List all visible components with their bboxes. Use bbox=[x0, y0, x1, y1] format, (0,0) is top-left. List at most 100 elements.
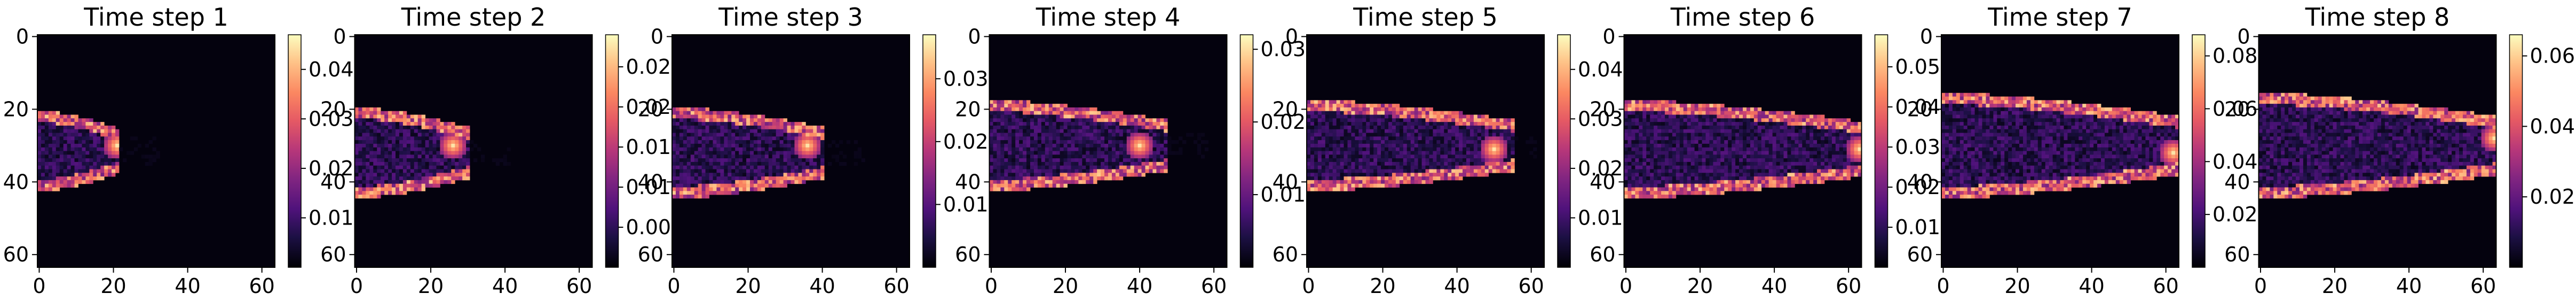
heatmap-cell bbox=[74, 183, 78, 188]
heatmap-cell bbox=[1440, 173, 1444, 177]
heatmap-cell bbox=[764, 165, 769, 169]
heatmap-cell bbox=[1008, 122, 1012, 126]
heatmap-cell bbox=[817, 140, 821, 144]
heatmap-cell bbox=[108, 161, 112, 166]
heatmap-cell bbox=[477, 147, 481, 151]
y-tick-label: 40 bbox=[320, 170, 346, 194]
heatmap-cell bbox=[1137, 147, 1142, 151]
heatmap-cell bbox=[115, 143, 120, 148]
heatmap-cell bbox=[1149, 122, 1153, 126]
heatmap-cell bbox=[683, 155, 688, 159]
heatmap-cell bbox=[444, 165, 448, 169]
heatmap-cell bbox=[1377, 155, 1381, 159]
heatmap-cell bbox=[1436, 147, 1441, 151]
heatmap-cell bbox=[989, 100, 993, 104]
heatmap-cell bbox=[1484, 155, 1489, 159]
heatmap-cell bbox=[1768, 111, 1773, 115]
heatmap-cell bbox=[1705, 136, 1710, 141]
heatmap-cell bbox=[67, 125, 71, 130]
heatmap-cell bbox=[1317, 173, 1322, 177]
heatmap-cell bbox=[1152, 140, 1157, 144]
heatmap-cell bbox=[97, 161, 101, 166]
heatmap-cell bbox=[679, 161, 684, 166]
heatmap-cell bbox=[1082, 143, 1086, 148]
heatmap-cell bbox=[1488, 133, 1493, 137]
heatmap-cell bbox=[384, 143, 389, 148]
heatmap-cell bbox=[1381, 140, 1385, 144]
heatmap-cell bbox=[1395, 169, 1400, 173]
heatmap-cell bbox=[1676, 114, 1680, 119]
heatmap-cell bbox=[41, 158, 45, 163]
heatmap-cell bbox=[82, 151, 86, 155]
heatmap-cell bbox=[1366, 155, 1370, 159]
heatmap-cell bbox=[989, 183, 993, 188]
heatmap-cell bbox=[1325, 165, 1330, 169]
heatmap-cell bbox=[97, 125, 101, 130]
heatmap-cell bbox=[757, 133, 762, 137]
panel-title: Time step 4 bbox=[1036, 3, 1181, 32]
heatmap-cell bbox=[1802, 133, 1806, 137]
heatmap-cell bbox=[108, 133, 112, 137]
heatmap-cell bbox=[776, 125, 780, 130]
heatmap-cell bbox=[776, 143, 780, 148]
heatmap-cell bbox=[470, 147, 474, 151]
heatmap-cell bbox=[63, 158, 68, 163]
heatmap-cell bbox=[52, 169, 57, 173]
heatmap-cell bbox=[1624, 104, 1628, 108]
heatmap-cell bbox=[1355, 173, 1359, 177]
heatmap-cell bbox=[1753, 129, 1758, 133]
heatmap-cell bbox=[377, 183, 381, 188]
heatmap-cell bbox=[41, 122, 45, 126]
heatmap-cell bbox=[698, 176, 702, 181]
heatmap-cell bbox=[1631, 143, 1635, 148]
heatmap-cell bbox=[1418, 125, 1422, 130]
heatmap-cell bbox=[820, 173, 825, 177]
heatmap-cell bbox=[1484, 133, 1489, 137]
heatmap-cell bbox=[74, 114, 78, 119]
heatmap-cell bbox=[1126, 125, 1131, 130]
heatmap-cell bbox=[724, 143, 728, 148]
heatmap-cell bbox=[1802, 122, 1806, 126]
heatmap-cell bbox=[764, 133, 769, 137]
heatmap-cell bbox=[997, 176, 1001, 181]
heatmap-cell bbox=[672, 169, 676, 173]
heatmap-cell bbox=[1126, 114, 1131, 119]
heatmap-cell bbox=[694, 195, 699, 199]
heatmap-cell bbox=[392, 180, 396, 184]
heatmap-cell bbox=[1015, 151, 1020, 155]
heatmap-cell bbox=[1004, 165, 1008, 169]
heatmap-cell bbox=[67, 180, 71, 184]
heatmap-cell bbox=[1086, 176, 1090, 181]
heatmap-cell bbox=[1672, 118, 1677, 122]
heatmap-cell bbox=[1008, 176, 1012, 181]
heatmap-cell bbox=[1377, 140, 1381, 144]
heatmap-cell bbox=[1067, 118, 1071, 122]
heatmap-cell bbox=[750, 133, 754, 137]
heatmap-cell bbox=[1679, 111, 1684, 115]
heatmap-cell bbox=[768, 118, 773, 122]
heatmap-cell bbox=[1347, 111, 1352, 115]
heatmap-cell bbox=[52, 125, 57, 130]
heatmap-cell bbox=[1048, 118, 1053, 122]
heatmap-cell bbox=[1795, 136, 1799, 141]
heatmap-cell bbox=[1717, 129, 1721, 133]
heatmap-cell bbox=[753, 118, 758, 122]
heatmap-cell bbox=[67, 173, 71, 177]
heatmap-cell bbox=[1728, 114, 1732, 119]
heatmap-cell bbox=[1679, 122, 1684, 126]
heatmap-cell bbox=[805, 173, 810, 177]
heatmap-cell bbox=[1388, 169, 1393, 173]
heatmap-cell bbox=[1698, 111, 1702, 115]
heatmap-cell bbox=[1732, 136, 1736, 141]
heatmap-cell bbox=[1197, 147, 1202, 151]
heatmap-cell bbox=[1388, 104, 1393, 108]
heatmap-cell bbox=[1732, 143, 1736, 148]
heatmap-cell bbox=[1477, 136, 1482, 141]
heatmap-cell bbox=[1160, 161, 1164, 166]
heatmap-cell bbox=[1672, 143, 1677, 148]
heatmap-cell bbox=[37, 187, 42, 191]
heatmap-cell bbox=[739, 143, 743, 148]
heatmap-cell bbox=[1041, 111, 1046, 115]
heatmap-cell bbox=[701, 187, 706, 191]
heatmap-cell bbox=[366, 140, 370, 144]
